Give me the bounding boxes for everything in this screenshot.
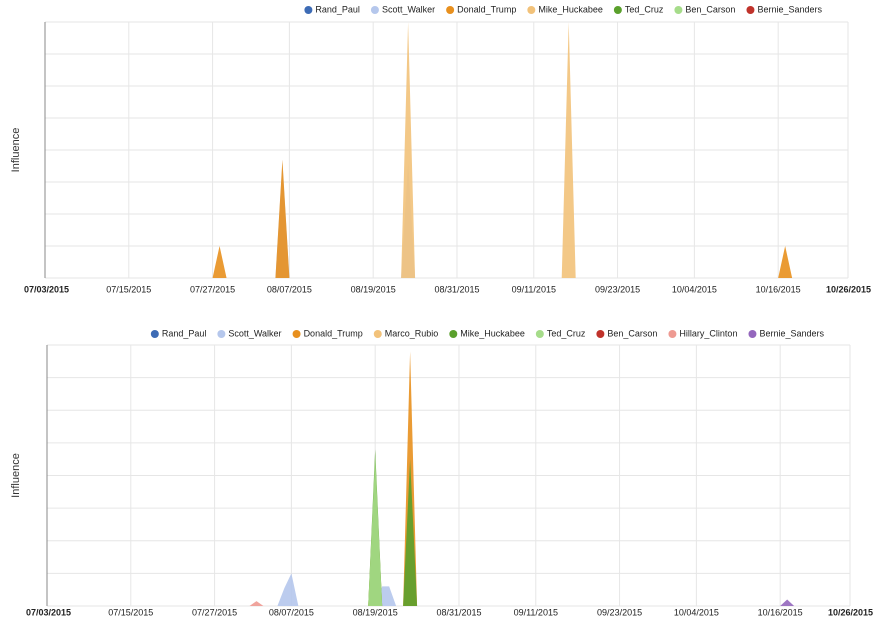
- x-tick-label: 07/03/2015: [26, 607, 71, 617]
- legend-item: Rand_Paul: [304, 4, 360, 14]
- legend-marker: [150, 330, 159, 338]
- legend-label: Rand_Paul: [315, 4, 360, 14]
- legend-item: Mike_Huckabee: [527, 4, 603, 14]
- y-axis-label: Influence: [10, 128, 22, 173]
- legend-item: Bernie_Sanders: [748, 328, 824, 338]
- legend-label: Scott_Walker: [228, 328, 281, 338]
- legend-marker: [217, 330, 226, 338]
- legend-label: Ted_Cruz: [547, 328, 586, 338]
- legend-label: Hillary_Clinton: [679, 328, 737, 338]
- legend-marker: [748, 330, 757, 338]
- legend-item: Scott_Walker: [217, 328, 282, 338]
- x-tick-label: 09/11/2015: [512, 284, 556, 294]
- legend-label: Mike_Huckabee: [460, 328, 525, 338]
- x-tick-label: 09/23/2015: [595, 284, 640, 294]
- x-tick-label: 08/19/2015: [351, 284, 396, 294]
- area-series: [47, 449, 850, 606]
- plot-area: [46, 344, 851, 607]
- x-tick-label: 08/07/2015: [267, 284, 312, 294]
- legend-item: Ted_Cruz: [535, 328, 586, 338]
- x-tick-label: 09/11/2015: [514, 607, 558, 617]
- x-tick-label: 10/26/2015: [826, 284, 871, 294]
- legend-item: Rand_Paul: [150, 328, 207, 338]
- plot-area: [44, 21, 849, 279]
- legend-marker: [535, 330, 544, 338]
- legend-label: Rand_Paul: [162, 328, 207, 338]
- legend-label: Mike_Huckabee: [538, 4, 603, 14]
- legend-label: Ben_Carson: [685, 4, 735, 14]
- y-axis-label: Influence: [10, 453, 22, 498]
- legend-label: Donald_Trump: [304, 328, 363, 338]
- x-tick-label: 08/31/2015: [436, 607, 481, 617]
- legend: Rand_Paul Scott_Walker Donald_Trump Marco_R…: [150, 328, 824, 338]
- x-tick-label: 07/15/2015: [108, 607, 153, 617]
- area-series: [45, 159, 848, 278]
- legend-marker: [613, 6, 622, 14]
- legend-label: Marco_Rubio: [385, 328, 439, 338]
- legend-marker: [373, 330, 382, 338]
- area-series: [47, 573, 850, 606]
- legend-label: Ted_Cruz: [625, 4, 664, 14]
- legend-item: Ted_Cruz: [613, 4, 664, 14]
- x-tick-label: 09/23/2015: [597, 607, 642, 617]
- legend-marker: [304, 6, 313, 14]
- legend-marker: [668, 330, 677, 338]
- legend-item: Bernie_Sanders: [746, 4, 822, 14]
- x-tick-label: 10/26/2015: [828, 607, 873, 617]
- area-series: [47, 351, 850, 606]
- legend: Rand_Paul Scott_Walker Donald_Trump Mike_Hu…: [304, 4, 822, 14]
- legend-label: Donald_Trump: [457, 4, 516, 14]
- x-tick-label: 10/16/2015: [756, 284, 801, 294]
- legend-marker: [674, 6, 683, 14]
- legend-marker: [746, 6, 755, 14]
- legend-marker: [449, 330, 458, 338]
- x-tick-label: 10/16/2015: [758, 607, 803, 617]
- area-series: [45, 162, 848, 278]
- legend-marker: [446, 6, 455, 14]
- area-series: [47, 455, 850, 606]
- x-tick-label: 07/03/2015: [24, 284, 69, 294]
- legend-item: Donald_Trump: [446, 4, 516, 14]
- legend-item: Hillary_Clinton: [668, 328, 737, 338]
- x-tick-label: 07/15/2015: [106, 284, 151, 294]
- x-tick-label: 10/04/2015: [672, 284, 717, 294]
- legend-marker: [596, 330, 605, 338]
- x-tick-label: 07/27/2015: [192, 607, 237, 617]
- legend-marker: [370, 6, 379, 14]
- legend-label: Scott_Walker: [382, 4, 435, 14]
- x-tick-label: 08/31/2015: [434, 284, 479, 294]
- x-tick-label: 08/07/2015: [269, 607, 314, 617]
- legend-marker: [527, 6, 536, 14]
- legend-marker: [292, 330, 301, 338]
- legend-item: Ben_Carson: [674, 4, 735, 14]
- x-tick-label: 08/19/2015: [353, 607, 398, 617]
- legend-item: Marco_Rubio: [373, 328, 439, 338]
- legend-item: Scott_Walker: [370, 4, 435, 14]
- x-tick-label: 10/04/2015: [674, 607, 719, 617]
- legend-label: Ben_Carson: [607, 328, 657, 338]
- legend-item: Mike_Huckabee: [449, 328, 525, 338]
- legend-item: Donald_Trump: [292, 328, 363, 338]
- area-series: [47, 601, 850, 606]
- legend-item: Ben_Carson: [596, 328, 657, 338]
- legend-label: Bernie_Sanders: [757, 4, 822, 14]
- x-tick-label: 07/27/2015: [190, 284, 235, 294]
- area-series: [47, 599, 850, 606]
- legend-label: Bernie_Sanders: [759, 328, 824, 338]
